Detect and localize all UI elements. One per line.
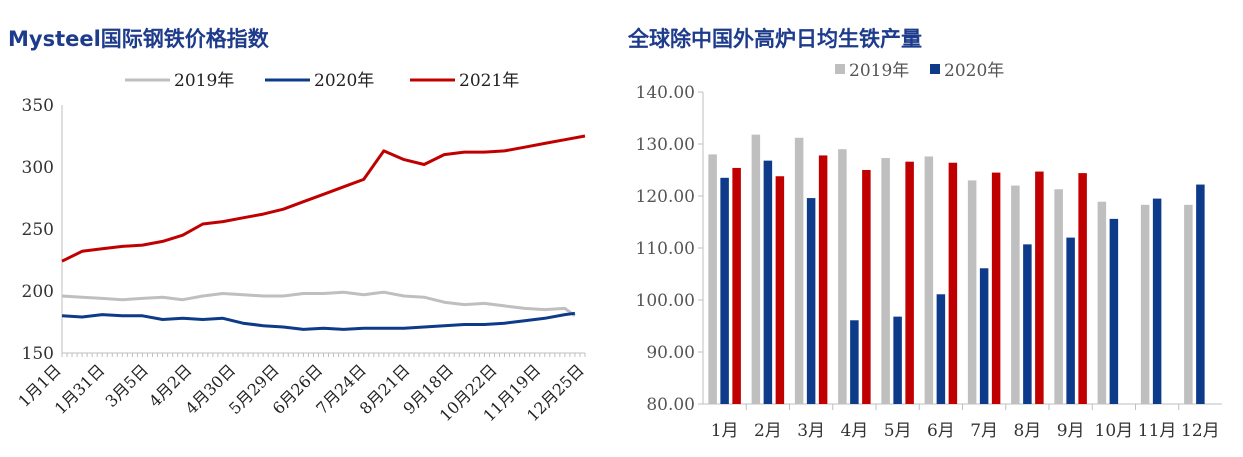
price-index-line-chart: 1502002503003501月1日1月31日3月5日4月2日4月30日5月2… (14, 71, 587, 425)
bar-5月-0 (881, 158, 890, 404)
bar-5月-1 (893, 316, 902, 404)
bar-3月-1 (806, 198, 816, 404)
bar-10月-0 (1097, 201, 1107, 404)
y-tick-label: 100.00 (636, 291, 695, 311)
x-tick-label: 11月 (1138, 421, 1177, 441)
series-line-2019年 (61, 290, 576, 318)
x-tick-label: 6月 (927, 421, 955, 441)
x-tick-label: 3月 (797, 421, 825, 441)
bar-7月-1 (979, 268, 989, 404)
y-tick-label: 350 (22, 96, 54, 116)
legend-label: 2019年 (174, 71, 234, 91)
bar-1月-1 (720, 177, 729, 404)
bar-1月-2 (732, 167, 741, 404)
legend-label: 2019年 (849, 61, 909, 81)
bar-5月-2 (905, 161, 914, 404)
bar-4月-0 (838, 149, 847, 404)
x-tick-label: 10月 (1095, 421, 1134, 441)
legend-label: 2020年 (314, 71, 374, 91)
bar-7月-2 (991, 172, 1001, 404)
bar-3月-0 (794, 137, 804, 404)
y-tick-label: 200 (22, 282, 54, 302)
y-tick-label: 300 (22, 158, 54, 178)
bar-7月-0 (967, 180, 977, 404)
bar-8月-2 (1035, 171, 1044, 404)
bar-9月-2 (1078, 173, 1087, 404)
y-tick-label: 130.00 (636, 135, 695, 155)
left-chart-title: Mysteel国际钢铁价格指数 (8, 27, 269, 51)
bar-4月-1 (850, 320, 859, 404)
bar-11月-1 (1152, 198, 1162, 404)
bar-3月-2 (818, 155, 828, 404)
bar-12月-0 (1184, 204, 1193, 404)
x-tick-label: 5月 (884, 421, 912, 441)
bar-10月-1 (1109, 218, 1119, 404)
bar-6月-2 (948, 162, 958, 404)
series-line-2021年 (61, 134, 586, 263)
bar-2月-2 (775, 176, 785, 404)
bar-1月-0 (708, 154, 717, 404)
y-tick-label: 120.00 (636, 187, 695, 207)
legend-swatch (835, 64, 845, 74)
bar-9月-0 (1054, 189, 1063, 404)
bar-2月-0 (751, 134, 761, 404)
x-tick-label: 3月5日 (102, 360, 152, 410)
bar-6月-1 (936, 294, 946, 404)
pig-iron-output-bar-chart: 80.00 90.00 100.00 110.00 120.00 130.00 140.00… (636, 61, 1222, 441)
x-tick-label: 9月 (1057, 421, 1085, 441)
y-tick-label: 150 (22, 344, 54, 364)
bar-4月-2 (862, 170, 871, 404)
x-tick-label: 8月 (1013, 421, 1041, 441)
bar-8月-0 (1011, 185, 1020, 404)
bar-8月-1 (1023, 244, 1032, 404)
y-tick-label: 140.00 (636, 83, 695, 103)
y-tick-label: 80.00 (646, 395, 695, 415)
right-chart-title: 全球除中国外高炉日均生铁产量 (628, 27, 922, 51)
bar-9月-1 (1066, 237, 1075, 404)
x-tick-label: 2月 (754, 421, 782, 441)
legend-label: 2021年 (459, 71, 519, 91)
x-tick-label: 12月 (1181, 421, 1220, 441)
y-tick-label: 250 (22, 220, 54, 240)
x-tick-label: 1月 (711, 421, 739, 441)
x-tick-label: 7月 (970, 421, 998, 441)
series-line-2020年 (61, 311, 576, 331)
bar-2月-1 (763, 160, 773, 404)
x-tick-label: 4月 (840, 421, 868, 441)
bar-12月-1 (1196, 184, 1205, 404)
bar-11月-0 (1140, 204, 1150, 404)
y-tick-label: 90.00 (646, 343, 695, 363)
legend-label: 2020年 (944, 61, 1004, 81)
y-tick-label: 110.00 (636, 239, 695, 259)
legend-swatch (930, 64, 940, 74)
bar-6月-0 (924, 156, 934, 404)
